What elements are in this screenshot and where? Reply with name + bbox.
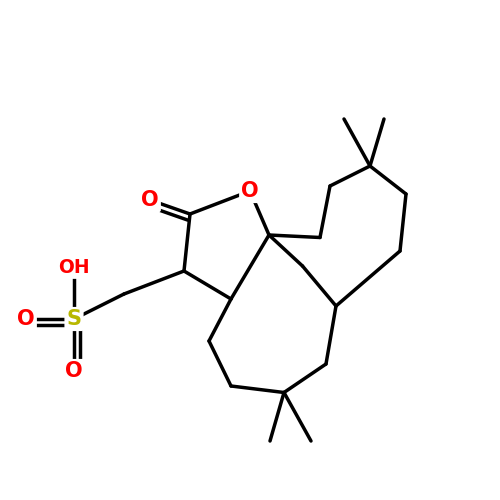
Text: S: S bbox=[66, 309, 82, 329]
Text: O: O bbox=[17, 309, 35, 329]
Text: O: O bbox=[241, 181, 259, 201]
Text: O: O bbox=[65, 361, 83, 381]
Text: O: O bbox=[141, 190, 159, 210]
Text: OH: OH bbox=[58, 258, 90, 277]
